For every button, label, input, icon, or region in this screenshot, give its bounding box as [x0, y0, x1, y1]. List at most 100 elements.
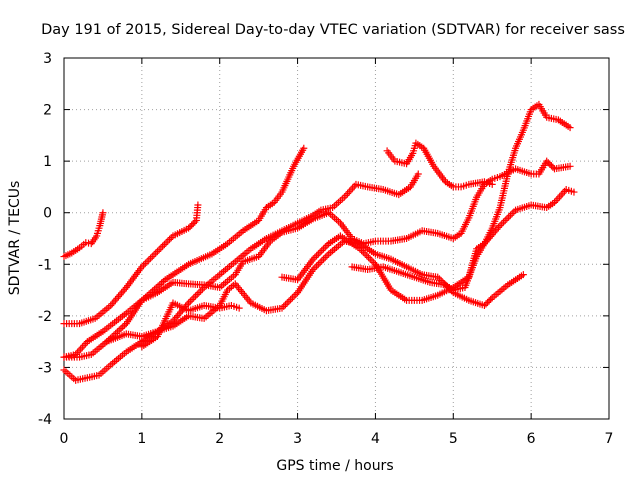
data-point [166, 235, 174, 243]
data-point [164, 237, 172, 245]
data-point [494, 223, 502, 231]
data-point [300, 144, 308, 152]
data-point [147, 254, 155, 262]
data-point [138, 263, 146, 271]
data-point [366, 255, 374, 263]
data-point [506, 211, 514, 219]
data-point [543, 157, 551, 165]
data-point [152, 249, 160, 257]
data-point [499, 218, 507, 226]
data-point [116, 291, 124, 299]
series-sat-b [60, 201, 202, 328]
data-point [358, 247, 366, 255]
data-point [544, 159, 552, 167]
data-point [316, 248, 324, 256]
data-point [119, 287, 127, 295]
y-tick-label: -1 [38, 257, 52, 273]
data-point [115, 293, 122, 301]
data-point [347, 186, 355, 194]
data-point [313, 252, 321, 260]
data-point [110, 298, 118, 306]
series-sat-e [60, 157, 574, 361]
data-point [508, 210, 516, 218]
data-point [191, 292, 199, 300]
data-point [363, 252, 371, 260]
data-point [320, 245, 328, 253]
data-point [549, 163, 557, 171]
data-point [108, 300, 116, 308]
data-point [150, 251, 158, 259]
data-point [561, 187, 569, 195]
data-point [190, 294, 198, 302]
series-sat-i [348, 186, 578, 294]
y-tick-label: 0 [43, 206, 52, 222]
data-point [80, 341, 88, 349]
data-point [320, 255, 328, 263]
data-point [485, 297, 493, 305]
data-point [356, 245, 364, 253]
data-point [350, 182, 358, 190]
data-point [188, 296, 196, 304]
data-point [188, 221, 196, 229]
data-point [167, 234, 175, 242]
data-point [309, 265, 317, 273]
data-point [501, 216, 509, 224]
x-tick-label: 3 [293, 431, 302, 447]
data-point [496, 222, 504, 230]
data-point [480, 302, 488, 310]
data-point [292, 290, 300, 298]
x-tick-label: 1 [137, 431, 146, 447]
series-sat-g [138, 299, 243, 351]
data-point [174, 312, 182, 320]
data-point [498, 220, 506, 228]
data-point [197, 287, 205, 295]
x-tick-label: 6 [527, 431, 536, 447]
data-point [191, 218, 199, 226]
data-point [566, 162, 574, 170]
data-point [119, 323, 127, 331]
data-point [153, 247, 161, 255]
y-axis-label: SDTVAR / TECUs [7, 181, 23, 296]
data-point [554, 195, 562, 203]
data-point [316, 259, 324, 267]
y-tick-label: -4 [38, 412, 52, 428]
data-point [290, 292, 298, 300]
data-point [318, 247, 326, 255]
data-point [185, 299, 193, 307]
series-sat-j [383, 139, 496, 191]
data-point [77, 345, 85, 353]
data-point [113, 294, 121, 302]
data-point [349, 184, 357, 192]
data-point [314, 260, 322, 268]
data-point [185, 224, 193, 232]
y-tick-label: 3 [43, 51, 52, 67]
data-point [311, 264, 319, 272]
data-point [345, 188, 353, 196]
data-point [155, 246, 163, 254]
data-point [193, 290, 201, 298]
data-point [482, 300, 490, 308]
data-point [359, 248, 367, 256]
x-axis-label: GPS time / hours [276, 458, 393, 474]
plot-frame [63, 57, 610, 420]
data-point [189, 220, 197, 228]
data-point [556, 193, 564, 201]
series-sat-f [103, 237, 527, 346]
y-tick-label: 2 [43, 103, 52, 119]
data-point [344, 190, 352, 198]
data-point [503, 215, 511, 223]
data-point [313, 262, 321, 270]
data-point [186, 297, 194, 305]
data-point [414, 170, 422, 178]
data-point [195, 289, 203, 297]
chart-title: Day 191 of 2015, Sidereal Day-to-day VTE… [41, 22, 625, 38]
x-tick-label: 4 [371, 431, 380, 447]
data-point [557, 191, 565, 199]
data-point [117, 325, 125, 333]
series-sat-a [60, 209, 107, 261]
data-point [162, 239, 170, 247]
data-point [566, 124, 574, 132]
data-point [370, 259, 378, 267]
data-point [318, 257, 326, 265]
